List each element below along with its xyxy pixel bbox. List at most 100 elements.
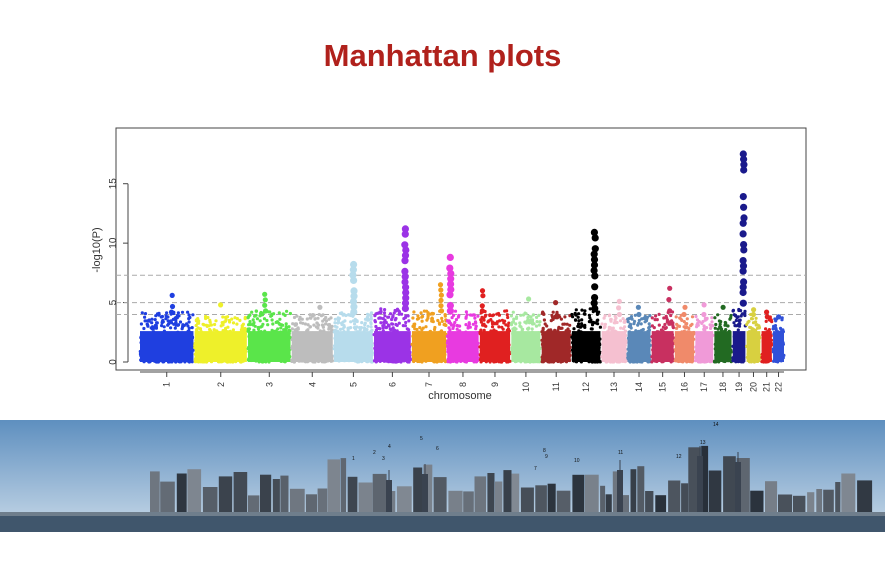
peak-point: [635, 304, 642, 310]
peak-point: [553, 300, 559, 306]
snp-point: [159, 315, 163, 319]
snp-point: [718, 322, 722, 326]
snp-point: [362, 326, 366, 330]
snp-point: [547, 328, 551, 332]
snp-point: [196, 317, 200, 321]
peak-point: [438, 292, 444, 298]
snp-point: [555, 310, 559, 314]
building: [280, 475, 289, 514]
snp-point: [709, 326, 713, 330]
snp-point: [266, 323, 270, 327]
snp-point: [613, 314, 617, 318]
snp-point: [324, 322, 328, 326]
snp-point: [710, 320, 714, 324]
snp-point: [538, 320, 542, 324]
building: [630, 469, 637, 514]
snp-point: [313, 317, 317, 321]
photo-peak-label: 3: [382, 456, 385, 462]
peak-point: [479, 308, 485, 314]
snp-point: [551, 315, 555, 320]
snp-point: [457, 313, 461, 318]
snp-point: [518, 321, 522, 325]
peak-point: [591, 234, 599, 242]
snp-point: [657, 312, 661, 316]
snp-point: [551, 310, 555, 314]
snp-point: [238, 318, 242, 322]
building: [668, 480, 681, 514]
snp-point: [626, 317, 630, 321]
photo-peak-label: 13: [700, 440, 706, 446]
snp-point: [511, 327, 515, 331]
snp-point: [358, 326, 362, 330]
snp-point: [627, 324, 631, 329]
snp-point: [293, 322, 298, 326]
building: [413, 467, 423, 514]
snp-point: [514, 316, 519, 320]
building: [396, 486, 412, 514]
snp-point: [231, 328, 235, 332]
snp-point: [326, 323, 330, 327]
building: [572, 474, 585, 514]
snp-point: [140, 311, 144, 315]
chromosome-21-points: [760, 309, 774, 364]
snp-point: [690, 315, 695, 319]
snp-point: [383, 314, 387, 318]
snp-point: [186, 310, 190, 314]
chromosome-18-points: [712, 304, 733, 364]
peak-point: [750, 311, 757, 318]
snp-dense-band: [291, 331, 333, 362]
peak-point: [168, 309, 175, 315]
snp-point: [615, 320, 619, 325]
snp-point: [256, 327, 261, 331]
peak-point: [590, 299, 598, 307]
snp-point: [497, 325, 501, 329]
snp-point: [285, 309, 289, 313]
snp-point: [343, 319, 347, 323]
snp-point: [146, 324, 150, 328]
peak-point: [636, 311, 642, 318]
snp-point: [483, 314, 487, 318]
snp-point: [657, 323, 661, 327]
snp-point: [748, 325, 752, 329]
snp-point: [557, 325, 561, 329]
snp-point: [333, 328, 337, 332]
building: [218, 476, 233, 514]
peak-point: [591, 304, 599, 313]
photo-peak-label: 10: [574, 458, 580, 464]
peak-point: [739, 230, 747, 238]
snp-point: [388, 312, 393, 316]
snp-point: [308, 325, 312, 329]
snp-dense-band: [674, 331, 695, 362]
snp-point: [412, 322, 416, 326]
snp-point: [354, 327, 358, 331]
peak-point: [401, 304, 409, 313]
snp-point: [648, 314, 652, 318]
snp-point: [655, 318, 659, 322]
snp-point: [471, 322, 475, 326]
snp-point: [671, 321, 675, 325]
snp-point: [374, 328, 378, 332]
chromosome-3-points: [246, 291, 292, 364]
snp-point: [483, 324, 487, 328]
snp-point: [764, 327, 768, 331]
peak-point: [402, 289, 410, 297]
snp-point: [390, 317, 394, 322]
snp-point: [344, 313, 348, 318]
snp-point: [248, 320, 252, 324]
chromosome-15-points: [650, 285, 676, 364]
snp-point: [390, 322, 394, 326]
peak-point: [480, 293, 486, 299]
building: [535, 485, 547, 514]
snp-point: [363, 321, 367, 325]
snp-point: [425, 318, 429, 322]
snp-point: [506, 315, 510, 320]
snp-point: [488, 313, 492, 317]
peak-point: [667, 285, 673, 291]
snp-point: [723, 323, 727, 327]
building: [272, 479, 280, 514]
snp-point: [166, 323, 170, 327]
building: [778, 494, 793, 514]
snp-point: [452, 313, 456, 317]
snp-point: [583, 309, 587, 313]
building: [347, 476, 358, 514]
